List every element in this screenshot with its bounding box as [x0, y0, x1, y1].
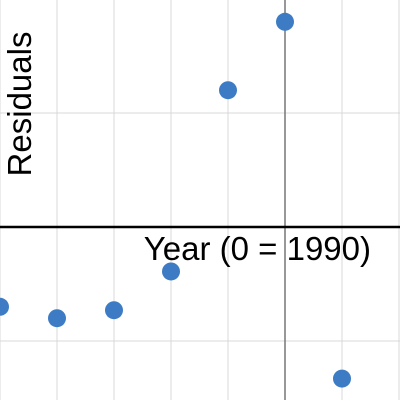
data-point-6: [333, 370, 351, 388]
data-point-5: [276, 13, 294, 31]
data-point-1: [48, 309, 66, 327]
y-axis-label: Residuals: [1, 32, 38, 177]
data-point-0: [0, 298, 9, 316]
data-points: [0, 13, 351, 388]
data-point-4: [219, 81, 237, 99]
x-axis-label: Year (0 = 1990): [144, 230, 371, 267]
data-point-2: [105, 301, 123, 319]
